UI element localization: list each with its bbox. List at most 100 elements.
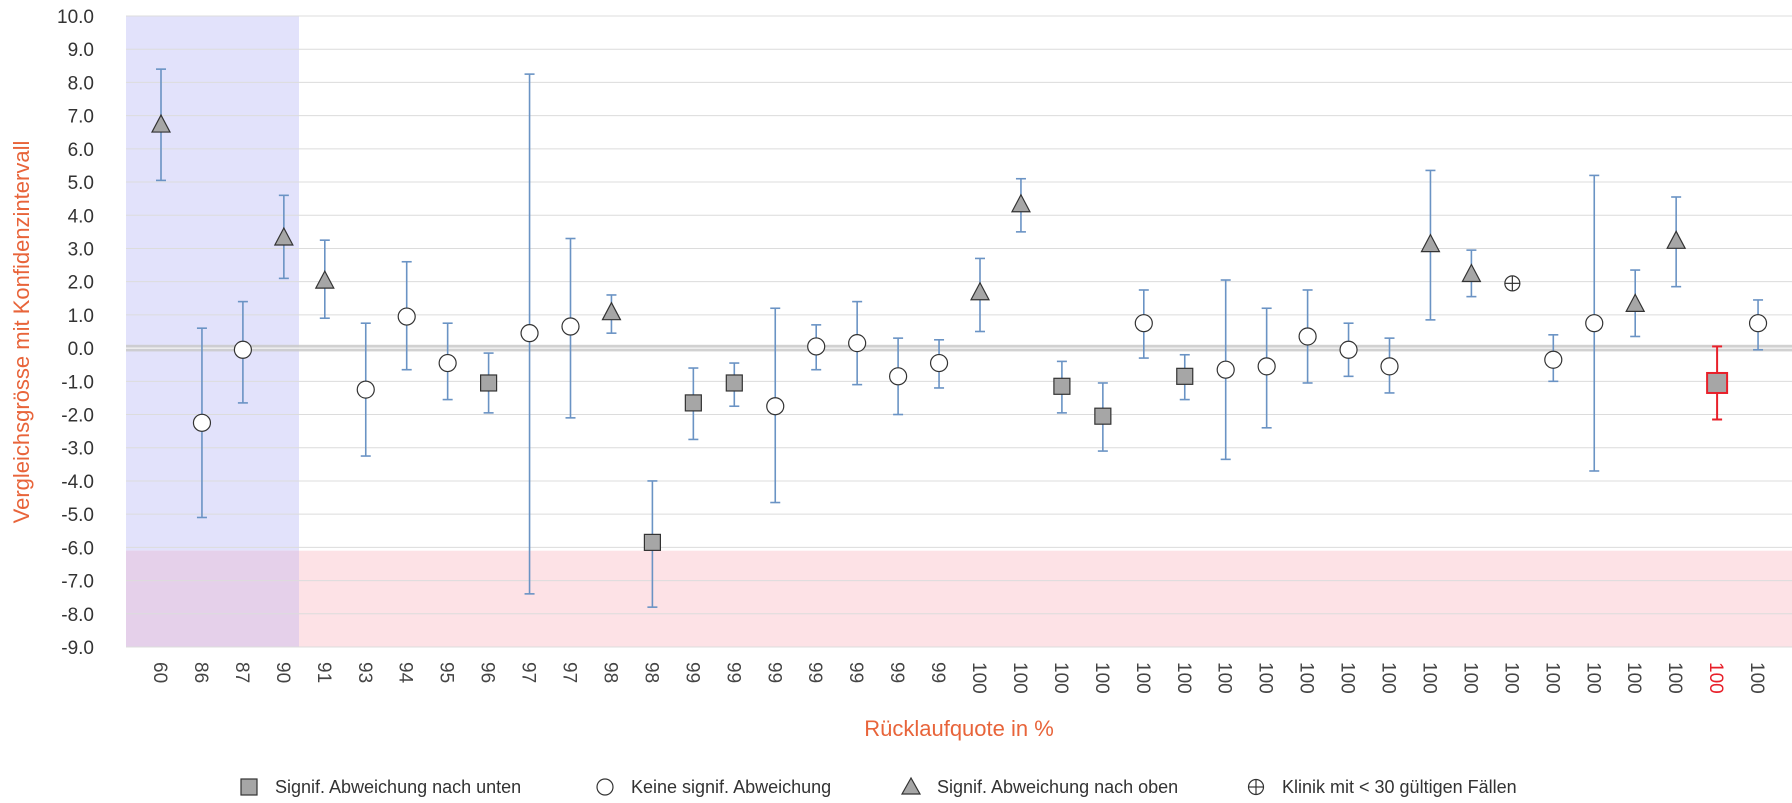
circle-marker	[520, 324, 539, 343]
y-tick-labels: 10.0 9.0 8.0 7.0 6.0 5.0 4.0 3.0 2.0 1.0 0.0 -1.0 -2…	[57, 7, 94, 659]
x-tick-label: 97	[518, 662, 539, 683]
x-tick-label: 99	[886, 662, 907, 683]
y-tick-label: -6.0	[61, 538, 94, 559]
crosshair-marker	[1504, 275, 1521, 292]
x-tick-label: 99	[927, 662, 948, 683]
legend-item: Keine signif. Abweichung	[596, 777, 831, 797]
circle-marker	[929, 353, 949, 373]
x-tick-label: 100	[1255, 662, 1276, 694]
square-marker	[725, 374, 743, 392]
x-tick-label: 60	[149, 662, 170, 683]
x-tick-label: 100	[968, 662, 989, 694]
triangle-marker	[314, 269, 335, 289]
x-tick-label: 100	[1418, 662, 1439, 694]
circle-marker	[561, 317, 580, 336]
x-tick-label: 100	[1582, 662, 1603, 694]
y-tick-label: -5.0	[61, 505, 94, 526]
x-tick-label: 98	[640, 662, 661, 683]
x-tick-label: 99	[804, 662, 825, 683]
circle-marker	[807, 337, 826, 356]
y-tick-label: -2.0	[61, 406, 94, 427]
legend-item: Klinik mit < 30 gültigen Fällen	[1247, 777, 1517, 797]
y-tick-label: 2.0	[68, 273, 94, 294]
x-axis-title: Rücklaufquote in %	[864, 716, 1054, 741]
y-tick-label: -4.0	[61, 472, 94, 493]
circle-marker	[1134, 314, 1153, 333]
y-tick-label: 5.0	[68, 173, 94, 194]
x-tick-label: 100	[1214, 662, 1235, 694]
circle-marker	[1298, 327, 1317, 346]
triangle-marker	[1625, 293, 1646, 312]
triangle-marker	[1010, 193, 1031, 213]
x-tick-label: 99	[763, 662, 784, 683]
circle-marker	[1339, 340, 1358, 359]
circle-marker	[192, 413, 212, 432]
data-markers	[151, 113, 1768, 551]
circle-marker	[888, 367, 908, 386]
legend-triangle-icon	[900, 776, 922, 795]
x-tick-label: 100	[1623, 662, 1644, 694]
circle-marker	[766, 397, 785, 416]
square-marker	[643, 533, 662, 551]
legend: Signif. Abweichung nach unten Keine signi…	[240, 776, 1517, 797]
x-tick-labels: 60 86 87 90 91 93 94 95 96 97 97 98 98 99 99 99 99 99 99 99…	[149, 662, 1767, 694]
square-marker	[1706, 371, 1729, 394]
legend-label: Klinik mit < 30 gültigen Fällen	[1282, 777, 1517, 797]
x-tick-label: 91	[313, 662, 334, 683]
y-tick-label: 9.0	[68, 40, 94, 61]
x-tick-label: 100	[1132, 662, 1153, 694]
circle-marker	[1216, 360, 1235, 379]
x-tick-label: 100	[1009, 662, 1030, 694]
x-tick-label: 100	[1500, 662, 1521, 694]
triangle-marker	[273, 226, 294, 246]
x-tick-label: 94	[395, 662, 416, 684]
y-tick-label: -8.0	[61, 605, 94, 626]
circle-marker	[1380, 357, 1399, 376]
circle-marker	[1585, 314, 1604, 333]
region-low-response	[126, 16, 299, 647]
circle-marker	[1544, 350, 1563, 369]
triangle-marker	[970, 281, 990, 301]
y-tick-label: 6.0	[68, 140, 94, 161]
legend-label: Keine signif. Abweichung	[631, 777, 831, 797]
legend-label: Signif. Abweichung nach oben	[937, 777, 1178, 797]
circle-marker	[356, 380, 375, 399]
x-tick-label: 87	[231, 662, 252, 683]
y-tick-label: 7.0	[68, 107, 94, 128]
y-tick-label: 10.0	[57, 7, 94, 28]
circle-marker	[438, 353, 457, 373]
region-low-value	[126, 550, 1792, 647]
x-tick-label: 86	[190, 662, 211, 683]
x-tick-label: 98	[599, 662, 620, 683]
x-tick-label: 97	[559, 662, 580, 683]
y-tick-label: -7.0	[61, 572, 94, 593]
triangle-marker	[1461, 263, 1482, 283]
x-tick-label: 90	[272, 662, 293, 683]
y-tick-label: 3.0	[68, 239, 94, 260]
circle-marker	[1257, 357, 1276, 376]
x-tick-label: 95	[436, 662, 457, 683]
triangle-marker	[1666, 230, 1687, 249]
x-tick-label: 100	[1541, 662, 1562, 694]
y-tick-label: 8.0	[68, 73, 94, 94]
legend-label: Signif. Abweichung nach unten	[275, 777, 521, 797]
x-tick-label: 99	[681, 662, 702, 683]
error-bars	[156, 68, 1764, 608]
y-axis-title: Vergleichsgrösse mit Konfidenzintervall	[9, 141, 34, 524]
y-tick-label: -9.0	[61, 638, 94, 659]
square-marker	[684, 394, 702, 412]
x-tick-label: 100	[1337, 662, 1358, 694]
x-tick-label: 100	[1296, 662, 1317, 694]
x-tick-label: 100	[1050, 662, 1071, 694]
y-tick-label: 4.0	[68, 206, 94, 227]
legend-item: Signif. Abweichung nach oben	[900, 776, 1178, 797]
x-tick-label: 96	[477, 662, 498, 683]
triangle-marker	[601, 301, 622, 321]
region-overlap	[126, 550, 299, 647]
square-marker	[1094, 407, 1112, 425]
x-tick-label: 100	[1091, 662, 1112, 694]
x-tick-label: 100	[1746, 662, 1767, 694]
legend-square-icon	[240, 778, 258, 796]
legend-circle-icon	[596, 778, 614, 796]
